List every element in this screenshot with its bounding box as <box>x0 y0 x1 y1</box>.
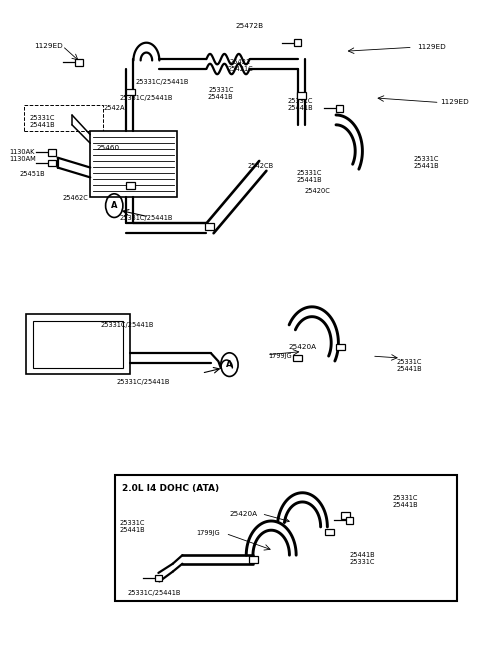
Bar <box>336 105 343 112</box>
Text: 1130AK
1130AM: 1130AK 1130AM <box>10 149 36 162</box>
Text: 25331C
25441B: 25331C 25441B <box>396 359 422 372</box>
Text: 25441B
25331C: 25441B 25331C <box>349 552 375 565</box>
Text: 2542A: 2542A <box>103 104 125 111</box>
Text: 25462C: 25462C <box>62 195 88 202</box>
Text: A: A <box>111 201 118 210</box>
Text: 25331C/25441B: 25331C/25441B <box>128 589 181 596</box>
Bar <box>48 160 56 166</box>
Bar <box>33 321 123 368</box>
Text: 25420C: 25420C <box>304 187 330 194</box>
Bar <box>126 89 135 95</box>
Bar <box>293 355 302 361</box>
Bar <box>75 59 83 66</box>
Text: 1129ED: 1129ED <box>34 43 62 49</box>
Text: 25331C/25441B: 25331C/25441B <box>119 95 172 101</box>
Text: 1799JG: 1799JG <box>268 353 291 359</box>
Bar <box>155 575 162 581</box>
Text: 25331C
25441B: 25331C 25441B <box>30 115 55 128</box>
Text: 1799JG: 1799JG <box>196 530 219 537</box>
Text: 25331C
25441B: 25331C 25441B <box>393 495 418 509</box>
Text: 25331C/25441B: 25331C/25441B <box>135 79 189 85</box>
Bar <box>205 223 214 230</box>
Bar <box>297 92 306 99</box>
Bar <box>294 39 301 46</box>
Text: A: A <box>226 360 233 369</box>
Text: 25331C
25441B: 25331C 25441B <box>297 170 322 183</box>
Bar <box>126 182 135 189</box>
Text: 1129ED: 1129ED <box>418 44 446 51</box>
Text: 2542CB: 2542CB <box>247 162 273 169</box>
Bar <box>341 512 350 519</box>
Text: 25331C
25441B: 25331C 25441B <box>119 520 144 533</box>
Text: 25331C/25441B: 25331C/25441B <box>100 322 154 328</box>
Text: 25421
25421C: 25421 25421C <box>227 58 253 72</box>
Text: 25331C
25441B: 25331C 25441B <box>287 98 312 111</box>
Bar <box>26 314 130 374</box>
Text: 25331C/25441B: 25331C/25441B <box>116 379 170 386</box>
Bar <box>115 475 457 601</box>
Text: 25460: 25460 <box>96 145 119 151</box>
Text: 25420A: 25420A <box>288 344 316 350</box>
Bar <box>346 517 353 524</box>
Bar <box>48 149 56 156</box>
Bar <box>90 131 177 197</box>
Bar <box>336 344 345 350</box>
Text: 25331C
25441B: 25331C 25441B <box>414 156 439 170</box>
Text: 2.0L I4 DOHC (ATA): 2.0L I4 DOHC (ATA) <box>122 484 219 493</box>
Text: 25331C
25441B: 25331C 25441B <box>208 87 234 100</box>
Text: 25420A: 25420A <box>229 510 258 517</box>
Bar <box>325 529 334 535</box>
Bar <box>249 556 258 563</box>
Text: 1129ED: 1129ED <box>441 99 469 106</box>
Text: 25331C/25441B: 25331C/25441B <box>120 215 173 221</box>
Text: 25451B: 25451B <box>19 171 45 177</box>
Text: 25472B: 25472B <box>236 23 264 30</box>
Bar <box>24 105 103 131</box>
